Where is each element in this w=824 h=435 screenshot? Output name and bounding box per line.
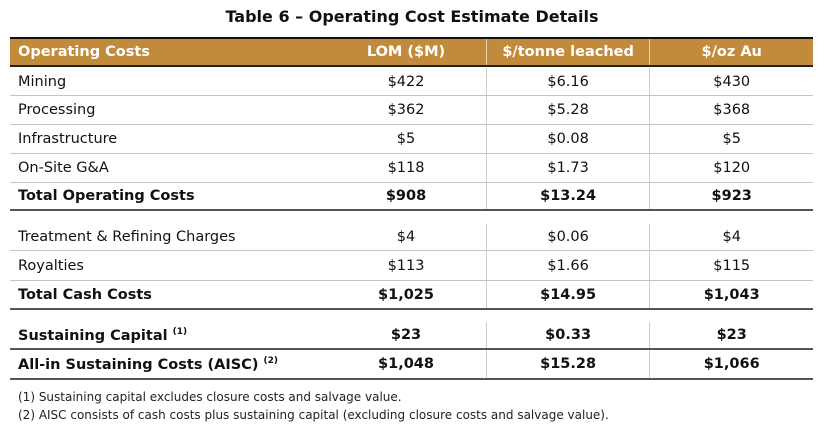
cell-lom: $4 [396, 229, 416, 245]
cell-per-tonne: $14.95 [485, 281, 650, 308]
cell-lom: $1,025 [378, 286, 434, 303]
table-total-row: Total Operating Costs $908 $13.24 $923 [10, 183, 813, 211]
table-title: Table 6 – Operating Cost Estimate Detail… [225, 7, 599, 26]
cell-per-tonne: $13.24 [485, 183, 650, 209]
row-label: Processing [10, 102, 326, 118]
cell-lom: $362 [387, 102, 425, 118]
cell-per-oz: $1,043 [649, 281, 813, 308]
row-label-text: Mining [18, 73, 67, 90]
cell-per-oz: $23 [649, 322, 813, 348]
cell-per-tonne: $15.28 [485, 350, 650, 378]
cell-lom: $5 [396, 131, 416, 147]
table-row: Processing $362 $5.28 $368 [10, 96, 813, 125]
cell-per-tonne: $6.16 [485, 68, 650, 95]
cell-per-tonne: $1.66 [485, 251, 650, 280]
cell-per-tonne: $0.33 [485, 322, 650, 348]
footnote-ref: (1) [172, 326, 188, 337]
cell-per-oz: $1,066 [649, 350, 813, 378]
row-label-text: Infrastructure [18, 131, 118, 147]
cell-lom: $422 [387, 73, 425, 90]
cell-lom: $118 [387, 160, 425, 176]
row-label-text: Processing [18, 102, 96, 118]
table-total-row: All-in Sustaining Costs (AISC) (2) $1,04… [10, 350, 813, 380]
row-label: Total Operating Costs [10, 188, 326, 204]
cell-lom: $23 [390, 327, 422, 343]
cell-per-tonne: $0.08 [485, 125, 650, 153]
table-row: Infrastructure $5 $0.08 $5 [10, 125, 813, 154]
cell-per-oz: $923 [649, 183, 813, 209]
cell-per-oz: $120 [649, 154, 813, 182]
cell-per-oz: $115 [649, 251, 813, 280]
header-per-tonne: $/tonne leached [485, 39, 650, 65]
cell-per-tonne: $1.73 [485, 154, 650, 182]
footnote-2: (2) AISC consists of cash costs plus sus… [18, 408, 609, 422]
table-row: On-Site G&A $118 $1.73 $120 [10, 154, 813, 183]
row-label-text: Sustaining Capital [18, 327, 168, 344]
cell-per-oz: $430 [649, 68, 813, 95]
row-label: Mining [10, 74, 326, 90]
row-label: Sustaining Capital (1) [10, 327, 326, 344]
cell-lom: $908 [385, 188, 427, 204]
row-label-text: Total Operating Costs [18, 188, 195, 204]
cell-per-tonne: $0.06 [485, 224, 650, 250]
cell-per-oz: $4 [649, 224, 813, 250]
table-row: Treatment & Refining Charges $4 $0.06 $4 [10, 224, 813, 251]
footnote-ref: (2) [263, 355, 279, 366]
row-label: Total Cash Costs [10, 287, 326, 303]
row-label: Infrastructure [10, 131, 326, 147]
cell-per-tonne: $5.28 [485, 96, 650, 124]
table-row: Royalties $113 $1.66 $115 [10, 251, 813, 281]
row-label: Royalties [10, 258, 326, 274]
row-label-text: Treatment & Refining Charges [18, 229, 236, 245]
row-label: On-Site G&A [10, 160, 326, 176]
table-header: Operating Costs LOM ($M) $/tonne leached… [10, 37, 813, 67]
row-label-text: Total Cash Costs [18, 286, 152, 303]
table-row: Mining $422 $6.16 $430 [10, 68, 813, 96]
cell-lom: $1,048 [378, 356, 434, 372]
header-lom: LOM ($M) [366, 44, 446, 60]
row-label: All-in Sustaining Costs (AISC) (2) [10, 356, 326, 373]
cell-per-oz: $5 [649, 125, 813, 153]
row-label-text: Royalties [18, 257, 84, 274]
footnote-1: (1) Sustaining capital excludes closure … [18, 390, 402, 404]
row-label-text: On-Site G&A [18, 160, 109, 176]
header-per-oz: $/oz Au [649, 39, 813, 65]
cell-per-oz: $368 [649, 96, 813, 124]
row-label: Treatment & Refining Charges [10, 229, 326, 245]
row-label-text: All-in Sustaining Costs (AISC) [18, 356, 259, 373]
header-operating-costs: Operating Costs [18, 44, 150, 60]
table-total-row: Total Cash Costs $1,025 $14.95 $1,043 [10, 281, 813, 310]
table-total-row: Sustaining Capital (1) $23 $0.33 $23 [10, 322, 813, 350]
cell-lom: $113 [387, 257, 425, 274]
